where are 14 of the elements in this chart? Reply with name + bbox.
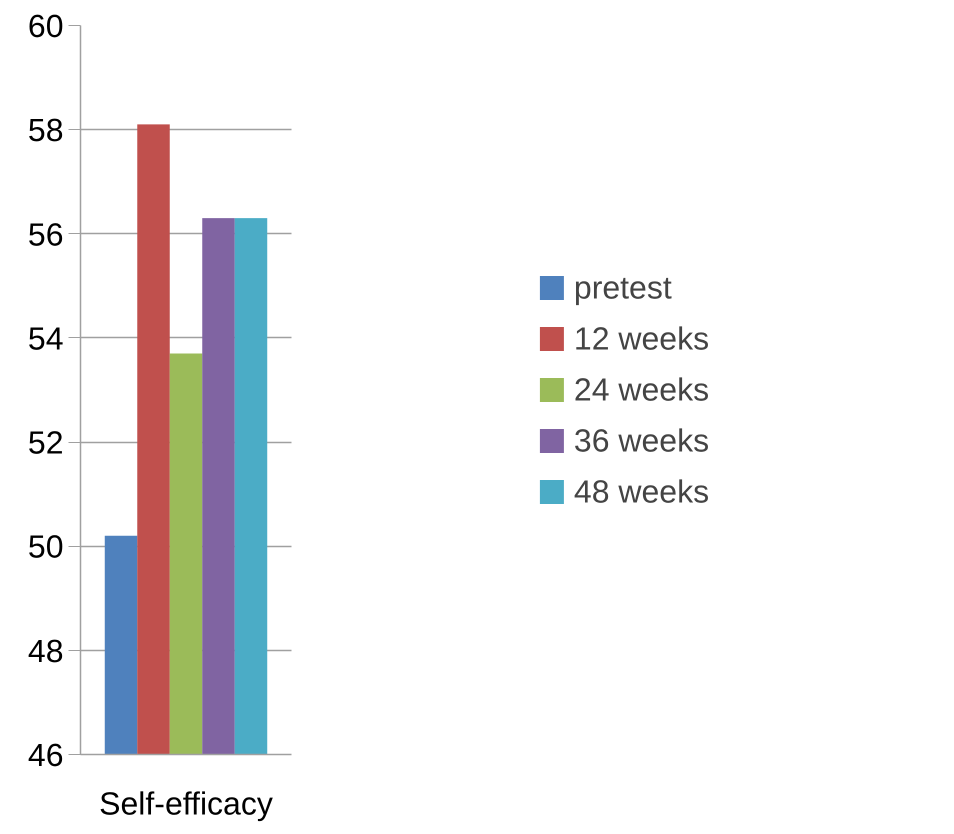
legend-label: 24 weeks [574, 371, 710, 408]
legend-label: 12 weeks [574, 320, 710, 357]
legend-label: 36 weeks [574, 422, 710, 459]
legend-label: 48 weeks [574, 473, 710, 510]
y-tick-label: 58 [28, 112, 64, 148]
y-tick-label: 56 [28, 216, 64, 252]
y-tick-label: 48 [28, 632, 64, 669]
y-tick-label: 60 [28, 8, 64, 44]
y-tick-label: 54 [28, 320, 64, 356]
y-tick-label: 50 [28, 528, 64, 565]
y-tick-label: 52 [28, 424, 64, 461]
legend-label: pretest [574, 269, 672, 306]
x-tick-label: Self-efficacy [99, 786, 273, 822]
y-tick-label: 46 [28, 737, 64, 773]
